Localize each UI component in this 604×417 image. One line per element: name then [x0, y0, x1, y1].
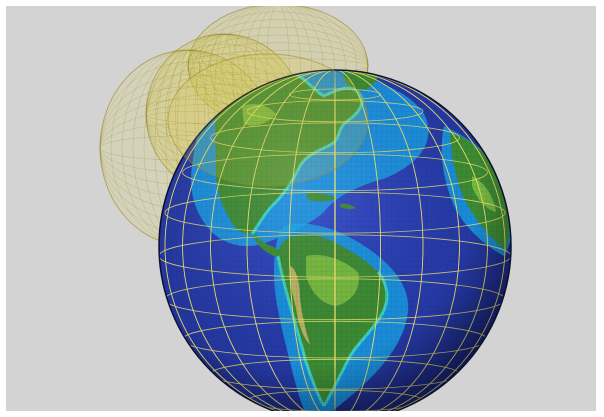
globe-scene [6, 6, 596, 411]
earth-globe [158, 69, 512, 411]
wireframe-shell-front [167, 53, 369, 187]
globe-outline [158, 69, 512, 411]
globe-viewport[interactable] [6, 6, 596, 411]
shell-parallel [187, 58, 369, 74]
